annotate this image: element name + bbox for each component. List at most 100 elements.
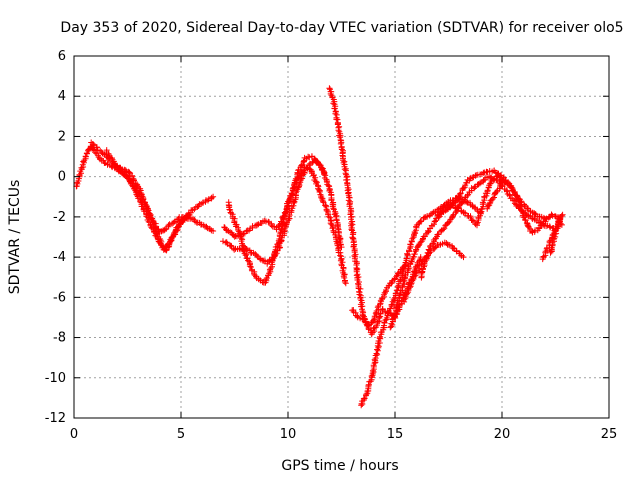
y-tick-label: -6 xyxy=(53,290,66,305)
series-track-16 xyxy=(539,211,566,263)
data-point xyxy=(547,249,554,256)
data-point xyxy=(460,254,467,261)
data-point xyxy=(94,144,100,151)
data-point xyxy=(331,105,338,112)
data-point xyxy=(363,391,370,398)
data-point xyxy=(284,203,291,210)
data-point xyxy=(397,291,404,298)
data-point xyxy=(474,206,481,213)
data-point xyxy=(325,213,332,220)
data-point xyxy=(263,276,269,283)
data-point xyxy=(338,244,345,251)
data-point xyxy=(170,233,177,239)
data-point xyxy=(126,169,133,176)
data-point xyxy=(133,182,140,189)
data-point xyxy=(445,219,452,226)
data-point xyxy=(515,198,522,205)
data-point xyxy=(165,222,172,229)
data-point xyxy=(327,214,334,221)
data-point xyxy=(254,221,261,228)
y-tick-label: 6 xyxy=(58,49,66,64)
series-track-5 xyxy=(220,157,345,267)
x-tick-label: 20 xyxy=(494,427,511,442)
series-track-15 xyxy=(484,177,565,236)
data-point xyxy=(305,162,312,169)
data-point xyxy=(489,195,496,202)
y-tick-label: 0 xyxy=(58,170,66,185)
data-point xyxy=(417,254,424,261)
data-point xyxy=(440,226,447,233)
data-point xyxy=(248,264,254,270)
data-point xyxy=(389,321,396,328)
data-point xyxy=(200,222,207,229)
data-point xyxy=(548,211,555,218)
plot-frame xyxy=(73,55,610,419)
data-point xyxy=(243,246,250,252)
data-point xyxy=(553,223,560,230)
data-point xyxy=(355,274,362,280)
data-point xyxy=(441,225,448,232)
data-point xyxy=(505,179,511,186)
data-point xyxy=(341,166,348,173)
data-point xyxy=(210,193,217,200)
data-point xyxy=(267,265,274,272)
data-point xyxy=(370,325,377,332)
data-point xyxy=(395,295,402,302)
data-point xyxy=(280,213,287,220)
data-point xyxy=(242,252,249,259)
data-point xyxy=(261,217,268,224)
data-point xyxy=(389,315,396,322)
data-point xyxy=(356,291,363,298)
data-point xyxy=(496,173,503,180)
data-point xyxy=(516,202,523,209)
x-tick-label: 10 xyxy=(280,427,297,442)
data-point xyxy=(328,221,335,228)
series-track-1 xyxy=(73,143,217,253)
data-point xyxy=(450,245,457,251)
data-point xyxy=(299,161,306,168)
data-point xyxy=(235,227,242,233)
data-point xyxy=(426,247,433,254)
data-point xyxy=(235,232,242,239)
data-point xyxy=(368,373,375,379)
data-point xyxy=(367,378,374,385)
data-point xyxy=(341,278,348,285)
data-point xyxy=(409,277,416,284)
data-point xyxy=(298,172,305,179)
data-point xyxy=(341,274,348,281)
data-point xyxy=(487,180,494,187)
data-point xyxy=(374,351,381,358)
data-point xyxy=(406,284,413,291)
data-point xyxy=(298,162,305,169)
data-point xyxy=(477,209,484,216)
grid-layer xyxy=(74,56,609,418)
data-point xyxy=(365,322,371,329)
data-point xyxy=(220,238,226,245)
chart-title: Day 353 of 2020, Sidereal Day-to-day VTE… xyxy=(60,20,623,36)
data-point xyxy=(105,150,112,157)
data-point xyxy=(246,263,253,270)
data-point xyxy=(337,252,344,259)
x-tick-label: 25 xyxy=(601,427,618,442)
data-point xyxy=(408,281,414,288)
data-point xyxy=(342,280,349,287)
data-point xyxy=(338,146,345,153)
data-point xyxy=(268,222,275,229)
data-point xyxy=(354,266,361,272)
data-point xyxy=(276,221,283,228)
data-point xyxy=(355,280,361,287)
x-tick-label: 5 xyxy=(177,427,185,442)
data-point xyxy=(332,110,339,117)
data-point xyxy=(327,90,334,97)
data-point xyxy=(407,241,414,248)
data-point xyxy=(357,285,364,292)
data-point xyxy=(147,214,154,221)
data-point xyxy=(208,194,215,201)
data-point xyxy=(370,317,377,324)
data-point xyxy=(348,226,355,233)
data-layer xyxy=(73,85,566,409)
series-track-10 xyxy=(387,195,484,331)
